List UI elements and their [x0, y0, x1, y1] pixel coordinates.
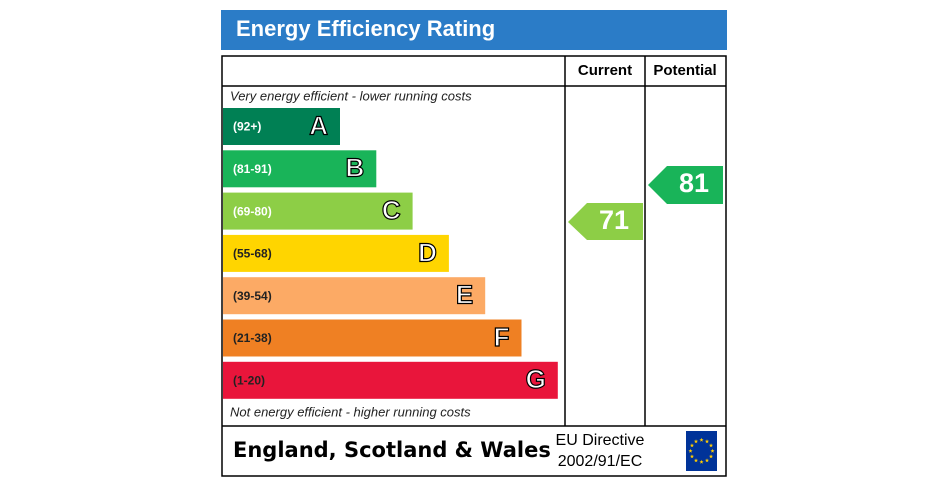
bands: (92+) A (81-91) B (69-80) C (55-68) D (39-54) E (2…: [223, 108, 558, 399]
band-range: (1-20): [233, 373, 265, 387]
title: Energy Efficiency Rating: [236, 16, 495, 41]
band: [223, 234, 449, 272]
current-value: 71: [599, 205, 629, 235]
band: [223, 277, 486, 315]
band-range: (81-91): [233, 162, 272, 176]
star: [710, 448, 715, 453]
bottom-note: Not energy efficient - higher running co…: [230, 404, 471, 419]
title-bar: [221, 10, 727, 50]
band-letter: D: [418, 237, 437, 267]
star: [693, 458, 699, 463]
region: England, Scotland & Wales: [233, 438, 551, 462]
band-letter: F: [494, 322, 510, 352]
star: [699, 437, 704, 442]
band-letter: C: [382, 195, 401, 225]
band-letter: A: [309, 110, 328, 140]
band: [223, 150, 377, 188]
potential-arrow: [648, 166, 723, 204]
star: [704, 458, 710, 463]
star: [689, 454, 695, 459]
band-range: (21-38): [233, 331, 272, 345]
band-letter: G: [526, 364, 546, 394]
star: [704, 439, 710, 444]
potential-value: 81: [679, 168, 709, 198]
star: [708, 443, 714, 448]
band-range: (92+): [233, 120, 261, 134]
directive: 2002/91/EC: [558, 453, 643, 470]
band: [223, 192, 413, 230]
star: [693, 439, 699, 444]
column-header: Current: [578, 62, 632, 79]
directive: EU Directive: [556, 432, 645, 449]
band: [223, 108, 340, 145]
band: [223, 361, 558, 399]
band: [223, 319, 522, 357]
star: [689, 443, 695, 448]
current-arrow: [568, 203, 643, 240]
band-letter: B: [346, 153, 365, 183]
eu-flag: [686, 431, 717, 471]
top-note: Very energy efficient - lower running co…: [230, 88, 472, 103]
star: [688, 448, 693, 453]
star: [708, 454, 714, 459]
band-range: (55-68): [233, 247, 272, 261]
column-header: Potential: [653, 62, 716, 79]
band-range: (69-80): [233, 204, 272, 218]
frame: [221, 55, 727, 477]
star: [699, 459, 704, 464]
band-range: (39-54): [233, 289, 272, 303]
band-letter: E: [456, 280, 473, 310]
